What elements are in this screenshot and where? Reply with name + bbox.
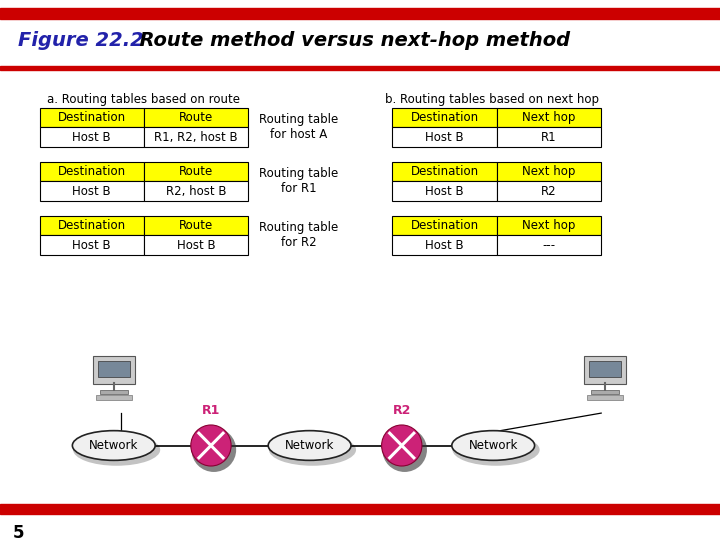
Bar [497, 162, 601, 181]
Bar [392, 162, 497, 181]
Text: R1: R1 [541, 131, 557, 144]
Text: Route: Route [179, 165, 213, 178]
Ellipse shape [452, 434, 540, 465]
Text: R2: R2 [541, 185, 557, 198]
Text: b. Routing tables based on next hop: b. Routing tables based on next hop [385, 93, 599, 106]
Bar [40, 235, 144, 255]
Text: 5: 5 [13, 524, 24, 540]
Ellipse shape [382, 428, 427, 472]
Text: Next hop: Next hop [522, 111, 576, 124]
Text: Host B: Host B [426, 185, 464, 198]
Ellipse shape [382, 425, 422, 466]
Text: Destination: Destination [58, 219, 126, 232]
Ellipse shape [192, 428, 236, 472]
Text: a. Routing tables based on route: a. Routing tables based on route [47, 93, 240, 106]
FancyBboxPatch shape [92, 356, 135, 384]
Bar [144, 108, 248, 127]
Bar [587, 395, 623, 400]
Text: Next hop: Next hop [522, 165, 576, 178]
Text: Host B: Host B [426, 131, 464, 144]
Text: Route method versus next-hop method: Route method versus next-hop method [126, 31, 570, 50]
Text: R1, R2, host B: R1, R2, host B [154, 131, 238, 144]
Text: Destination: Destination [410, 219, 479, 232]
Text: Host B: Host B [177, 239, 215, 252]
Text: R2: R2 [392, 404, 411, 417]
Text: Routing table
for R2: Routing table for R2 [259, 221, 338, 249]
Bar [497, 216, 601, 235]
Text: R2, host B: R2, host B [166, 185, 227, 198]
Bar [588, 361, 621, 377]
Bar [144, 235, 248, 255]
Ellipse shape [73, 431, 156, 460]
Bar [40, 181, 144, 201]
Text: Host A: Host A [94, 360, 133, 373]
Ellipse shape [452, 431, 534, 460]
Text: R1: R1 [202, 404, 220, 417]
Bar [40, 162, 144, 181]
Text: Host B: Host B [73, 131, 111, 144]
Bar [40, 127, 144, 147]
Text: Host B: Host B [426, 239, 464, 252]
Text: Route: Route [179, 219, 213, 232]
Bar [392, 127, 497, 147]
Text: Destination: Destination [410, 111, 479, 124]
Bar [497, 108, 601, 127]
Bar [144, 181, 248, 201]
Text: Destination: Destination [410, 165, 479, 178]
Text: Host B: Host B [73, 185, 111, 198]
Bar [144, 127, 248, 147]
Bar [0, 8, 720, 19]
Text: Network: Network [89, 439, 138, 452]
Bar [497, 127, 601, 147]
Bar [392, 235, 497, 255]
Bar [591, 389, 618, 394]
Bar [392, 181, 497, 201]
Bar [392, 216, 497, 235]
Text: Route: Route [179, 111, 213, 124]
Text: ---: --- [542, 239, 556, 252]
Text: Routing table
for R1: Routing table for R1 [259, 167, 338, 195]
Bar [497, 235, 601, 255]
Text: Destination: Destination [58, 165, 126, 178]
Text: Host B: Host B [585, 360, 624, 373]
Bar [100, 389, 127, 394]
Bar [144, 162, 248, 181]
Bar [392, 108, 497, 127]
Bar [0, 504, 720, 514]
Text: Destination: Destination [58, 111, 126, 124]
Bar [144, 216, 248, 235]
Text: Figure 22.2: Figure 22.2 [18, 31, 144, 50]
Ellipse shape [191, 425, 231, 466]
Bar [497, 181, 601, 201]
Text: Network: Network [469, 439, 518, 452]
Ellipse shape [73, 434, 160, 465]
FancyBboxPatch shape [583, 356, 626, 384]
Bar [40, 216, 144, 235]
Ellipse shape [269, 434, 356, 465]
Bar [0, 66, 720, 70]
Text: Routing table
for host A: Routing table for host A [259, 113, 338, 141]
Bar [40, 108, 144, 127]
Bar [97, 361, 130, 377]
Text: Network: Network [285, 439, 334, 452]
Bar [96, 395, 132, 400]
Ellipse shape [269, 431, 351, 460]
Text: Host B: Host B [73, 239, 111, 252]
Text: Next hop: Next hop [522, 219, 576, 232]
